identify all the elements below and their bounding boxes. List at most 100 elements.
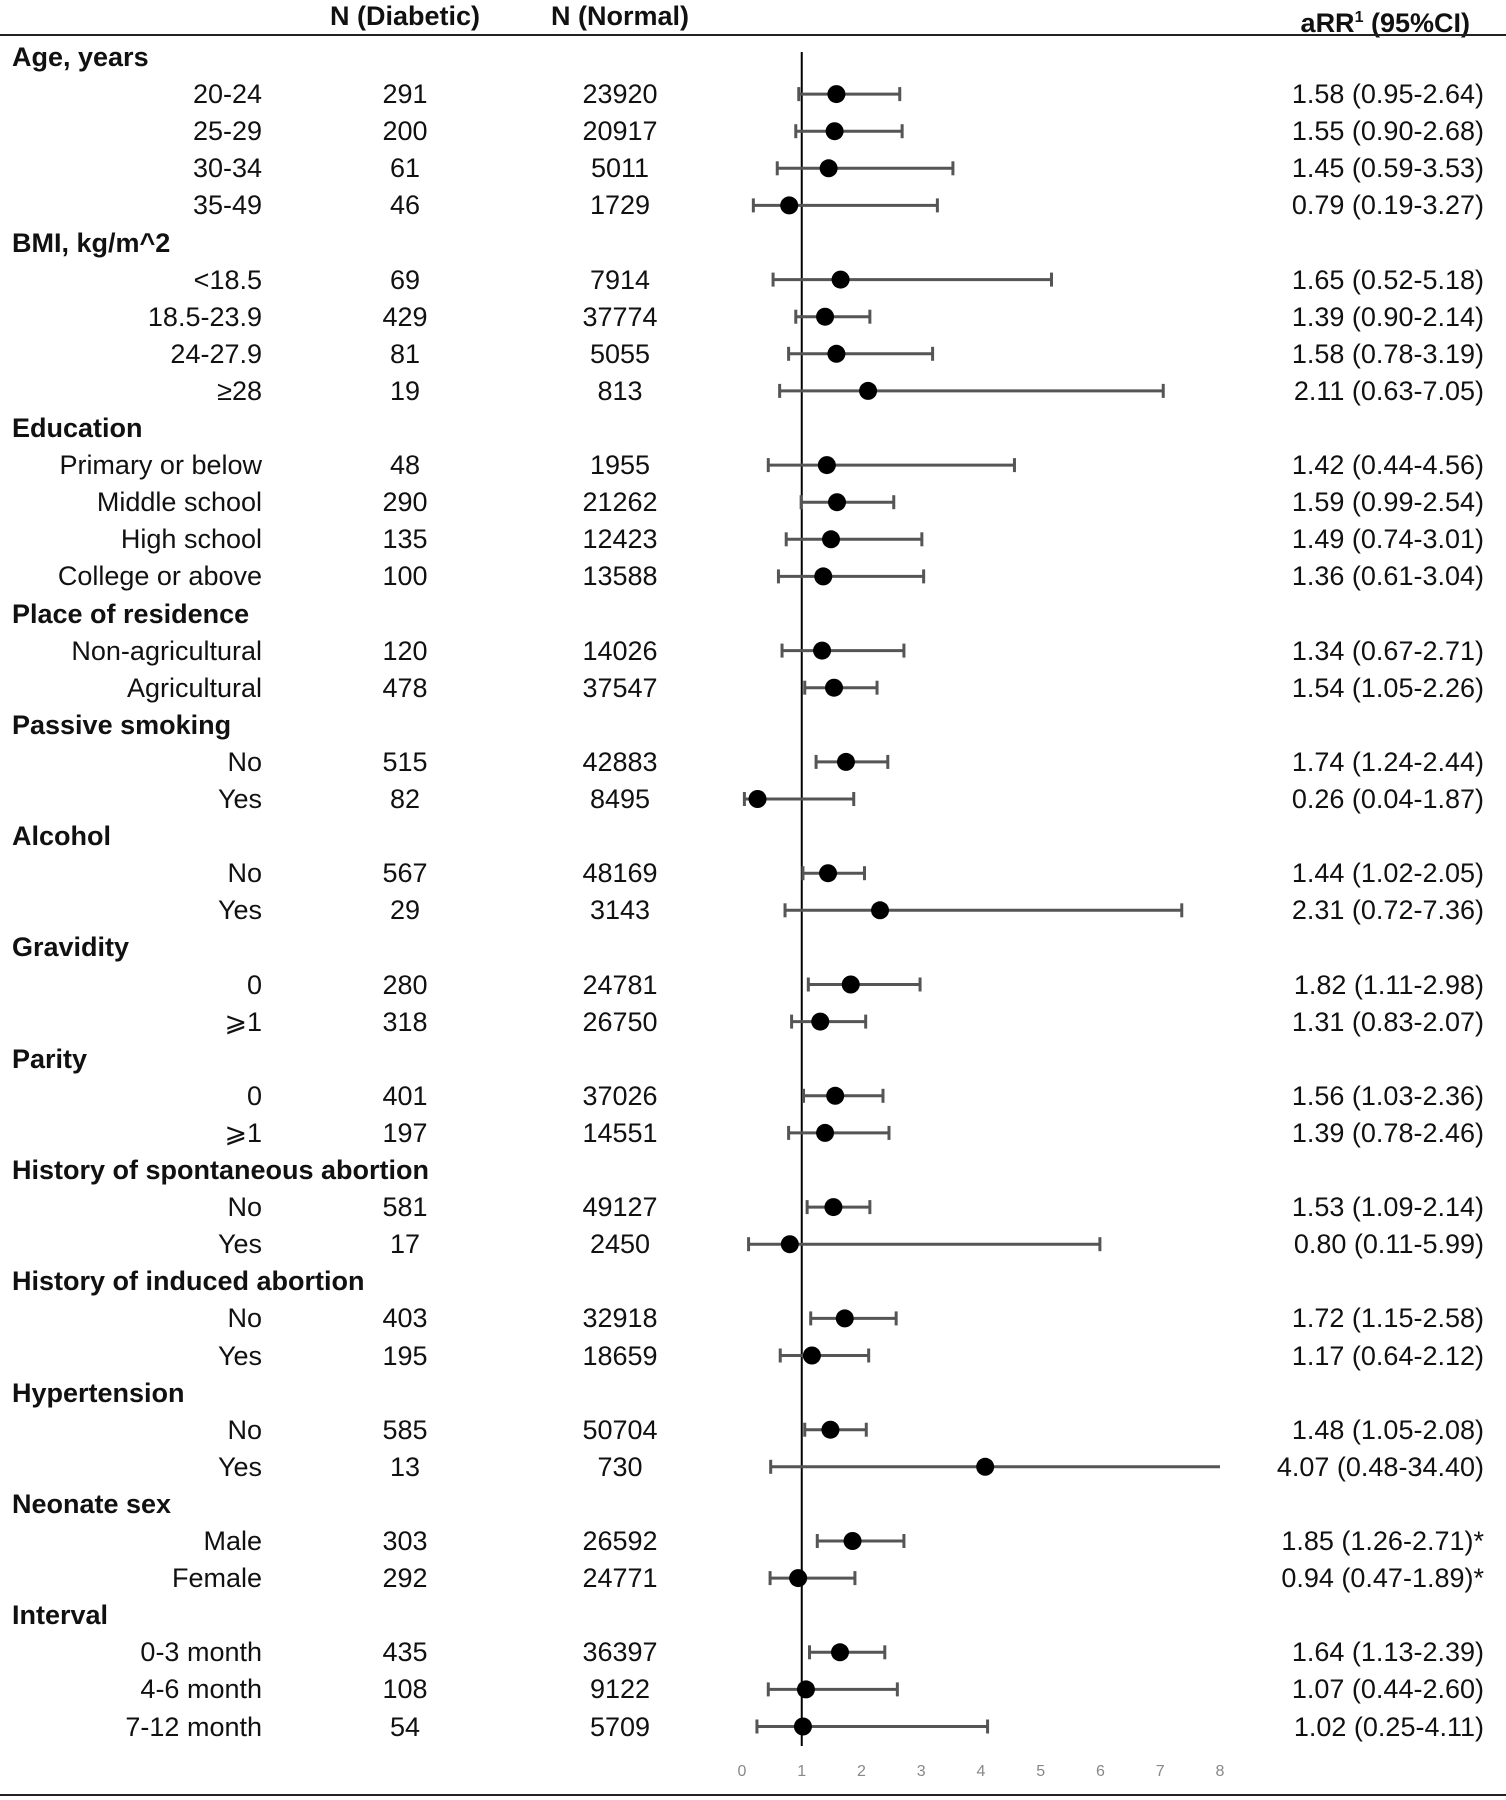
normal-count: 8495: [589, 784, 651, 814]
point-estimate-marker: [976, 1457, 995, 1476]
normal-count: 9122: [589, 1674, 651, 1705]
normal-count: 26592: [582, 1526, 658, 1556]
row-label: No: [227, 746, 262, 777]
normal-count: 37026: [582, 1080, 658, 1111]
normal-count: 37547: [582, 672, 658, 703]
estimate-text: 1.59 (0.99-2.54): [1291, 487, 1484, 518]
x-tick-label: 6: [1096, 1763, 1105, 1780]
ci-mark: [805, 1198, 872, 1217]
ci-mark: [766, 456, 1016, 475]
normal-count: 1955: [589, 450, 651, 481]
ci-mark: [808, 1643, 887, 1662]
point-estimate-marker: [871, 901, 890, 920]
point-estimate-marker: [796, 1680, 815, 1699]
estimate-text: 1.64 (1.13-2.39): [1291, 1637, 1484, 1668]
diabetic-count: 61: [389, 153, 421, 184]
estimate-text: 1.65 (0.52-5.18): [1291, 264, 1484, 295]
normal-count: 730: [597, 1451, 643, 1482]
ci-mark: [806, 975, 922, 994]
bottom-rule: [0, 1794, 1506, 1796]
ci-mark: [802, 1086, 885, 1105]
row-label: No: [227, 1192, 262, 1223]
normal-count: 2450: [589, 1229, 651, 1260]
normal-count: 21262: [582, 487, 658, 518]
estimate-text: 1.85 (1.26-2.71)*: [1281, 1526, 1484, 1556]
diabetic-count: 54: [389, 1711, 421, 1742]
row-label: Yes: [217, 1340, 262, 1371]
diabetic-count: 69: [389, 264, 421, 295]
diabetic-count: 82: [389, 784, 421, 814]
diabetic-count: 135: [382, 524, 428, 555]
row-label: 0-3 month: [140, 1637, 262, 1668]
row-label: Primary or below: [59, 450, 262, 481]
normal-count: 7914: [589, 264, 651, 295]
row-label: Yes: [217, 784, 262, 814]
point-estimate-marker: [819, 864, 838, 883]
normal-count: 3143: [589, 895, 651, 926]
ci-mark: [771, 270, 1054, 289]
row-label: ⩾1: [224, 1117, 262, 1148]
point-estimate-marker: [780, 196, 799, 215]
col-header-estimate: aRR1 (95%CI): [1180, 2, 1470, 39]
estimate-text: 1.55 (0.90-2.68): [1291, 116, 1484, 147]
estimate-text: 1.34 (0.67-2.71): [1291, 635, 1484, 666]
estimate-text: 1.58 (0.78-3.19): [1291, 338, 1484, 369]
row-label: No: [227, 858, 262, 889]
col-header-normal: N (Normal): [550, 1, 689, 31]
normal-count: 1729: [589, 190, 651, 221]
normal-count: 14551: [582, 1117, 658, 1148]
diabetic-count: 290: [382, 487, 428, 518]
row-label: Female: [171, 1563, 262, 1594]
group-header: History of induced abortion: [12, 1266, 365, 1297]
normal-count: 42883: [582, 746, 658, 777]
group-header: History of spontaneous abortion: [12, 1155, 430, 1185]
ci-mark: [815, 1532, 906, 1550]
row-label: High school: [120, 524, 262, 555]
diabetic-count: 280: [382, 969, 428, 1000]
x-tick-label: 3: [917, 1763, 926, 1780]
point-estimate-marker: [816, 1123, 835, 1142]
normal-count: 18659: [582, 1340, 658, 1371]
ci-mark: [742, 790, 856, 808]
ci-mark: [769, 1457, 1220, 1476]
normal-count: 32918: [582, 1303, 658, 1334]
group-header: Passive smoking: [12, 709, 232, 740]
estimate-text: 1.72 (1.15-2.58): [1291, 1303, 1484, 1334]
ci-mark: [787, 344, 935, 363]
diabetic-count: 17: [389, 1229, 421, 1260]
ci-mark: [775, 159, 955, 178]
row-label: No: [227, 1303, 262, 1334]
top-rule: [0, 34, 1506, 36]
estimate-text: 1.56 (1.03-2.36): [1291, 1080, 1484, 1111]
point-estimate-marker: [748, 790, 767, 808]
diabetic-count: 19: [389, 375, 421, 406]
group-header: Age, years: [12, 42, 149, 72]
point-estimate-marker: [828, 493, 847, 512]
point-estimate-marker: [830, 1643, 849, 1662]
point-estimate-marker: [824, 1198, 843, 1217]
point-estimate-marker: [814, 567, 833, 586]
ci-mark: [751, 196, 939, 215]
normal-count: 48169: [582, 858, 658, 889]
estimate-text: 1.49 (0.74-3.01): [1291, 524, 1484, 555]
x-tick-label: 2: [857, 1763, 866, 1780]
x-tick-label: 1: [797, 1763, 806, 1780]
group-header: Alcohol: [12, 821, 111, 852]
estimate-text: 4.07 (0.48-34.40): [1276, 1451, 1484, 1482]
group-header: Neonate sex: [12, 1488, 172, 1519]
group-header: Parity: [12, 1043, 88, 1074]
normal-count: 20917: [582, 116, 658, 147]
diabetic-count: 318: [382, 1006, 428, 1037]
normal-count: 5011: [590, 153, 650, 184]
x-tick-label: 7: [1156, 1763, 1165, 1780]
diabetic-count: 195: [382, 1340, 428, 1371]
normal-count: 5055: [589, 338, 651, 369]
point-estimate-marker: [793, 1717, 812, 1736]
diabetic-count: 120: [382, 635, 428, 666]
point-estimate-marker: [789, 1569, 808, 1588]
diabetic-count: 435: [382, 1637, 428, 1668]
group-header: Gravidity: [12, 932, 130, 963]
point-estimate-marker: [836, 752, 855, 771]
